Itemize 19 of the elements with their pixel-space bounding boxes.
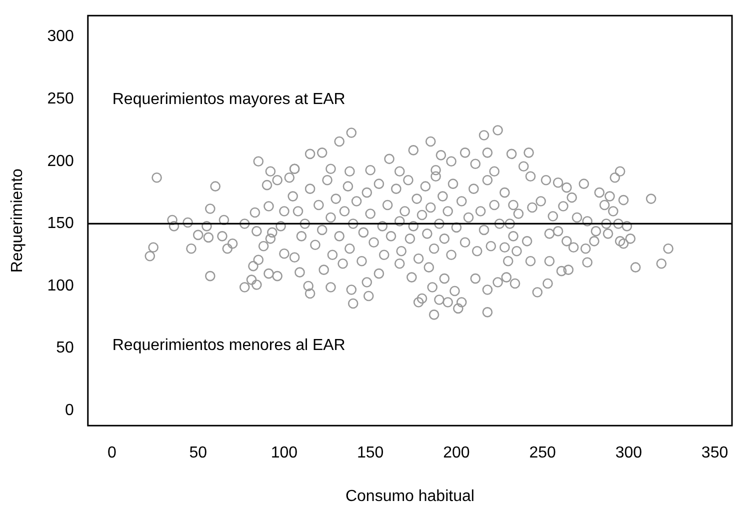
x-axis-title: Consumo habitual xyxy=(345,488,474,505)
x-tick-label: 0 xyxy=(108,444,117,462)
y-tick-label: 250 xyxy=(47,90,74,108)
x-tick-label: 200 xyxy=(443,444,470,462)
x-tick-label: 300 xyxy=(615,444,642,462)
y-axis-title: Requerimiento xyxy=(9,168,26,273)
x-tick-label: 250 xyxy=(529,444,556,462)
annotation: Requerimientos mayores at EAR xyxy=(112,91,346,108)
y-tick-label: 100 xyxy=(47,277,74,294)
x-tick-label: 350 xyxy=(701,444,728,462)
annotation: Requerimientos menores al EAR xyxy=(112,337,346,354)
x-tick-label: 150 xyxy=(356,444,384,462)
x-tick-label: 100 xyxy=(270,444,298,462)
y-tick-label: 0 xyxy=(64,402,74,420)
y-tick-label: 50 xyxy=(56,340,74,357)
y-tick-label: 300 xyxy=(47,28,74,46)
y-tick-label: 200 xyxy=(47,152,74,170)
x-tick-label: 50 xyxy=(189,444,208,462)
y-tick-label: 150 xyxy=(47,215,74,232)
